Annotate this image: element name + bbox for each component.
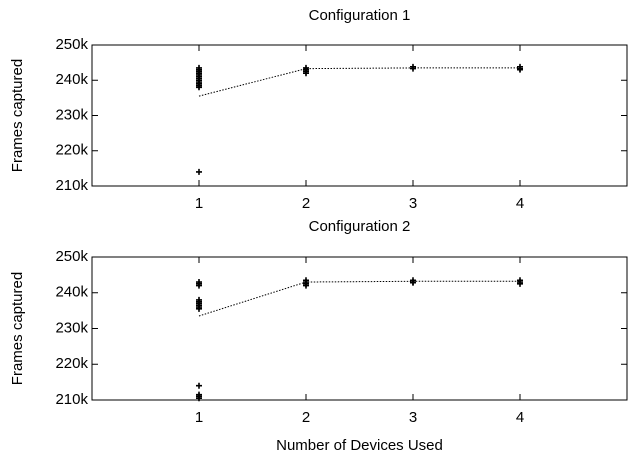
x-tick-label: 2 [302,409,310,426]
y-axis-label: Frames captured [9,59,26,172]
x-tick-label: 2 [302,195,310,212]
plot-frame [91,256,628,401]
y-tick-label: 210k [55,177,88,194]
data-point [196,382,202,389]
y-tick-label: 230k [55,106,88,123]
x-tick-label: 4 [516,195,524,212]
data-point [303,282,309,289]
x-axis-label: Number of Devices Used [276,437,443,454]
mean-line [198,280,520,317]
data-point [196,84,202,91]
y-tick-label: 210k [55,391,88,408]
x-tick-label: 4 [516,409,524,426]
x-tick-label: 3 [409,195,417,212]
y-tick-label: 240k [55,71,88,88]
data-point [517,280,523,287]
data-point [410,279,416,286]
data-point [196,305,202,312]
x-tick-label: 3 [409,409,417,426]
plot-frame [91,44,628,187]
data-point [196,168,202,175]
data-point [303,70,309,77]
y-tick-label: 250k [55,36,88,53]
data-point [196,395,202,402]
data-point [196,282,202,289]
y-tick-label: 220k [55,142,88,159]
x-tick-label: 1 [195,195,203,212]
x-tick-label: 1 [195,409,203,426]
chart-title: Configuration 2 [309,218,411,235]
y-tick-label: 250k [55,248,88,265]
y-axis-label: Frames captured [9,272,26,385]
data-point [410,65,416,72]
mean-line [198,67,520,97]
y-tick-label: 240k [55,284,88,301]
chart-title: Configuration 1 [309,7,411,24]
y-tick-label: 230k [55,319,88,336]
y-tick-label: 220k [55,355,88,372]
